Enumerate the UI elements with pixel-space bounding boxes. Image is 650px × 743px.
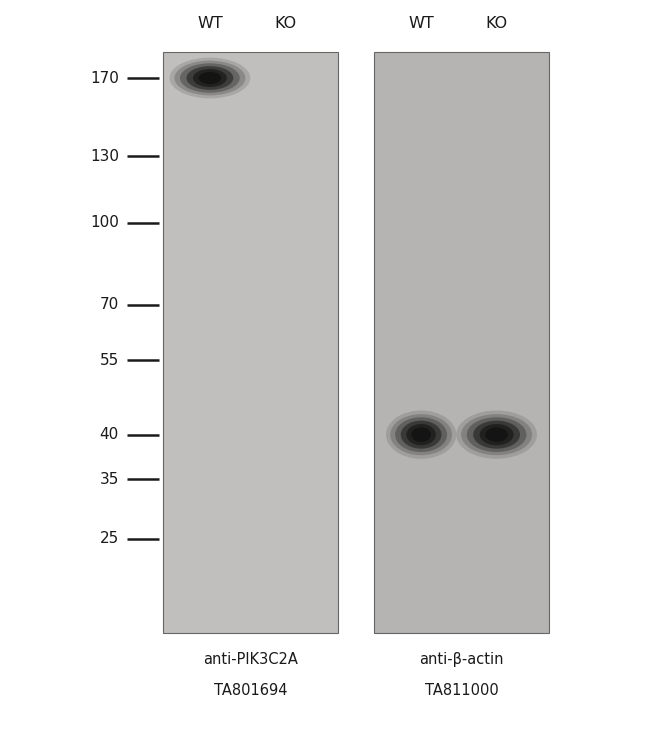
Ellipse shape xyxy=(461,414,532,455)
Text: 55: 55 xyxy=(99,353,119,368)
Text: TA801694: TA801694 xyxy=(213,683,287,698)
Text: 100: 100 xyxy=(90,215,119,230)
Text: anti-β-actin: anti-β-actin xyxy=(419,652,504,666)
Text: 130: 130 xyxy=(90,149,119,163)
Ellipse shape xyxy=(386,410,456,458)
Ellipse shape xyxy=(467,418,526,452)
Bar xyxy=(374,52,549,633)
Text: WT: WT xyxy=(197,16,223,31)
Ellipse shape xyxy=(395,418,447,452)
Ellipse shape xyxy=(456,410,537,458)
Ellipse shape xyxy=(390,414,452,455)
Ellipse shape xyxy=(486,427,508,442)
Ellipse shape xyxy=(411,427,431,442)
Ellipse shape xyxy=(473,421,520,449)
Text: 40: 40 xyxy=(99,427,119,442)
Text: 25: 25 xyxy=(99,531,119,546)
Text: WT: WT xyxy=(408,16,434,31)
Ellipse shape xyxy=(180,63,240,93)
Ellipse shape xyxy=(170,58,250,98)
Bar xyxy=(162,52,338,633)
Ellipse shape xyxy=(187,66,233,90)
Ellipse shape xyxy=(406,424,436,445)
Ellipse shape xyxy=(174,61,246,95)
Ellipse shape xyxy=(193,69,227,87)
Ellipse shape xyxy=(199,72,221,84)
Text: KO: KO xyxy=(274,16,296,31)
Text: 170: 170 xyxy=(90,71,119,85)
Text: 70: 70 xyxy=(99,297,119,312)
Ellipse shape xyxy=(480,424,514,445)
Text: anti-PIK3C2A: anti-PIK3C2A xyxy=(203,652,298,666)
Ellipse shape xyxy=(401,421,441,449)
Text: KO: KO xyxy=(486,16,508,31)
Text: TA811000: TA811000 xyxy=(424,683,499,698)
Text: 35: 35 xyxy=(99,472,119,487)
